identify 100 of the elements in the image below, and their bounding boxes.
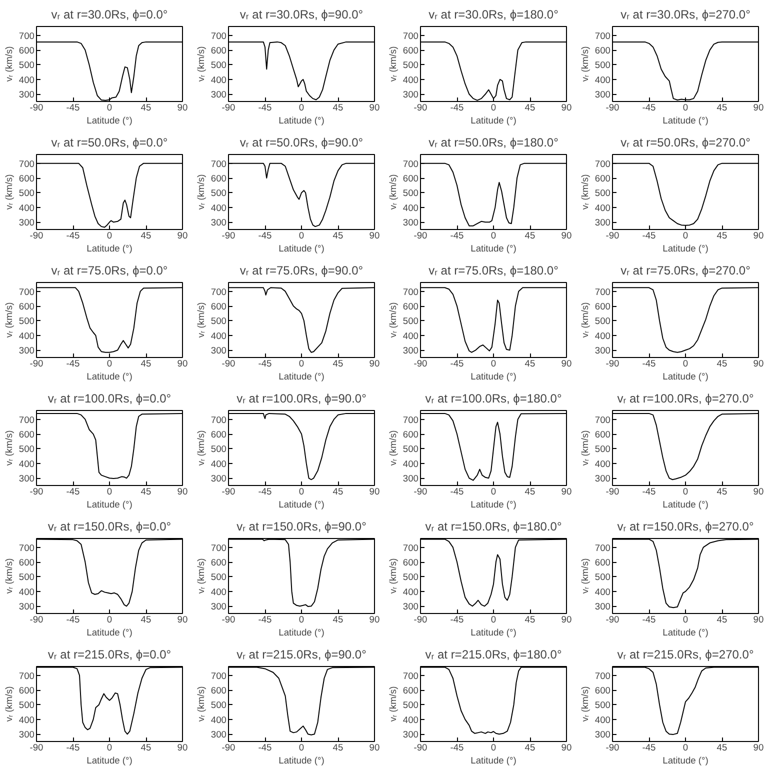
y-tick-label: 300 [18, 730, 35, 740]
y-tick-label: 500 [210, 316, 227, 326]
y-tick-label: 700 [402, 158, 419, 169]
y-tick-label: 500 [402, 316, 419, 326]
y-tick-label: 300 [210, 602, 227, 612]
x-tick-label: 90 [369, 102, 380, 112]
chart-title: vᵣ at r=75.0Rs, ϕ=0.0° [51, 264, 168, 278]
x-tick-label: -45 [642, 102, 656, 112]
y-tick-label: 700 [210, 542, 227, 553]
x-tick-label: -90 [414, 230, 428, 240]
y-tick-label: 500 [594, 316, 611, 326]
x-axis-title: Latitude (°) [662, 244, 708, 254]
x-tick-label: 0 [298, 230, 304, 240]
y-tick-label: 400 [18, 458, 35, 469]
x-axis-title: Latitude (°) [662, 500, 708, 510]
y-tick-label: 700 [594, 158, 611, 169]
y-tick-label: 700 [18, 30, 35, 41]
y-tick-label: 300 [594, 90, 611, 100]
y-tick-label: 500 [402, 700, 419, 710]
y-tick-label: 400 [594, 330, 611, 341]
x-tick-label: -45 [642, 742, 656, 752]
y-tick-label: 400 [594, 586, 611, 597]
chart-title: vᵣ at r=150.0Rs, ϕ=90.0° [236, 520, 367, 534]
y-tick-label: 300 [210, 90, 227, 100]
x-tick-label: 45 [524, 230, 536, 240]
y-tick-label: 600 [18, 686, 35, 696]
x-axis-title: Latitude (°) [86, 628, 132, 638]
y-tick-label: 700 [402, 414, 419, 425]
y-tick-label: 600 [402, 558, 419, 568]
x-tick-label: -45 [642, 358, 656, 368]
x-tick-label: -90 [414, 614, 428, 624]
x-tick-label: 90 [753, 614, 764, 624]
y-tick-label: 300 [210, 346, 227, 356]
y-tick-label: 700 [402, 670, 419, 681]
x-tick-label: 45 [332, 742, 344, 752]
y-tick-label: 300 [18, 90, 35, 100]
x-tick-label: 90 [369, 230, 380, 240]
y-tick-label: 400 [210, 202, 227, 213]
y-tick-label: 600 [210, 46, 227, 56]
y-tick-label: 300 [594, 346, 611, 356]
x-tick-label: 45 [332, 230, 344, 240]
y-tick-label: 600 [402, 46, 419, 56]
y-tick-label: 700 [402, 286, 419, 297]
x-axis-title: Latitude (°) [278, 116, 324, 126]
chart-title: vᵣ at r=215.0Rs, ϕ=0.0° [48, 648, 172, 662]
y-axis-title: vᵣ (km/s) [580, 558, 590, 594]
y-tick-label: 700 [210, 414, 227, 425]
y-tick-label: 700 [18, 670, 35, 681]
y-tick-label: 300 [402, 90, 419, 100]
y-axis-title: vᵣ (km/s) [388, 174, 398, 210]
y-tick-label: 700 [18, 542, 35, 553]
x-tick-label: -90 [30, 614, 44, 624]
x-tick-label: 45 [524, 614, 536, 624]
x-tick-label: 45 [524, 742, 536, 752]
y-tick-label: 600 [210, 302, 227, 312]
y-tick-label: 500 [594, 700, 611, 710]
y-tick-label: 700 [210, 30, 227, 41]
chart-title: vᵣ at r=50.0Rs, ϕ=0.0° [51, 136, 168, 150]
y-axis-title: vᵣ (km/s) [4, 430, 14, 466]
x-tick-label: 0 [298, 742, 304, 752]
x-tick-label: 90 [561, 742, 572, 752]
y-tick-label: 400 [594, 458, 611, 469]
x-axis-title: Latitude (°) [278, 628, 324, 638]
chart-title: vᵣ at r=50.0Rs, ϕ=270.0° [620, 136, 751, 150]
y-tick-label: 700 [402, 30, 419, 41]
chart-title: vᵣ at r=30.0Rs, ϕ=0.0° [51, 8, 168, 22]
x-axis-title: Latitude (°) [86, 372, 132, 382]
x-tick-label: -45 [450, 614, 464, 624]
y-tick-label: 500 [18, 316, 35, 326]
x-tick-label: 45 [716, 742, 728, 752]
x-tick-label: -45 [642, 230, 656, 240]
x-axis-title: Latitude (°) [86, 500, 132, 510]
y-tick-label: 300 [210, 730, 227, 740]
y-axis-title: vᵣ (km/s) [196, 686, 206, 722]
y-tick-label: 500 [18, 444, 35, 454]
x-tick-label: 90 [369, 742, 380, 752]
x-tick-label: 90 [177, 230, 188, 240]
chart-title: vᵣ at r=75.0Rs, ϕ=180.0° [428, 264, 559, 278]
x-tick-label: -45 [258, 358, 272, 368]
y-axis-title: vᵣ (km/s) [196, 174, 206, 210]
x-tick-label: 45 [524, 486, 536, 496]
x-tick-label: 0 [490, 614, 496, 624]
x-tick-label: -45 [642, 614, 656, 624]
y-tick-label: 500 [210, 572, 227, 582]
x-tick-label: 0 [490, 102, 496, 112]
y-tick-label: 700 [594, 670, 611, 681]
x-tick-label: -90 [30, 742, 44, 752]
y-tick-label: 600 [594, 558, 611, 568]
y-tick-label: 400 [402, 202, 419, 213]
x-tick-label: 0 [490, 230, 496, 240]
x-tick-label: 90 [753, 486, 764, 496]
x-tick-label: -90 [606, 742, 620, 752]
y-tick-label: 500 [210, 188, 227, 198]
x-axis-title: Latitude (°) [86, 116, 132, 126]
x-axis-title: Latitude (°) [278, 244, 324, 254]
y-tick-label: 300 [402, 602, 419, 612]
chart-title: vᵣ at r=30.0Rs, ϕ=90.0° [240, 8, 364, 22]
x-tick-label: -90 [414, 358, 428, 368]
x-axis-title: Latitude (°) [470, 628, 516, 638]
y-tick-label: 300 [594, 218, 611, 228]
